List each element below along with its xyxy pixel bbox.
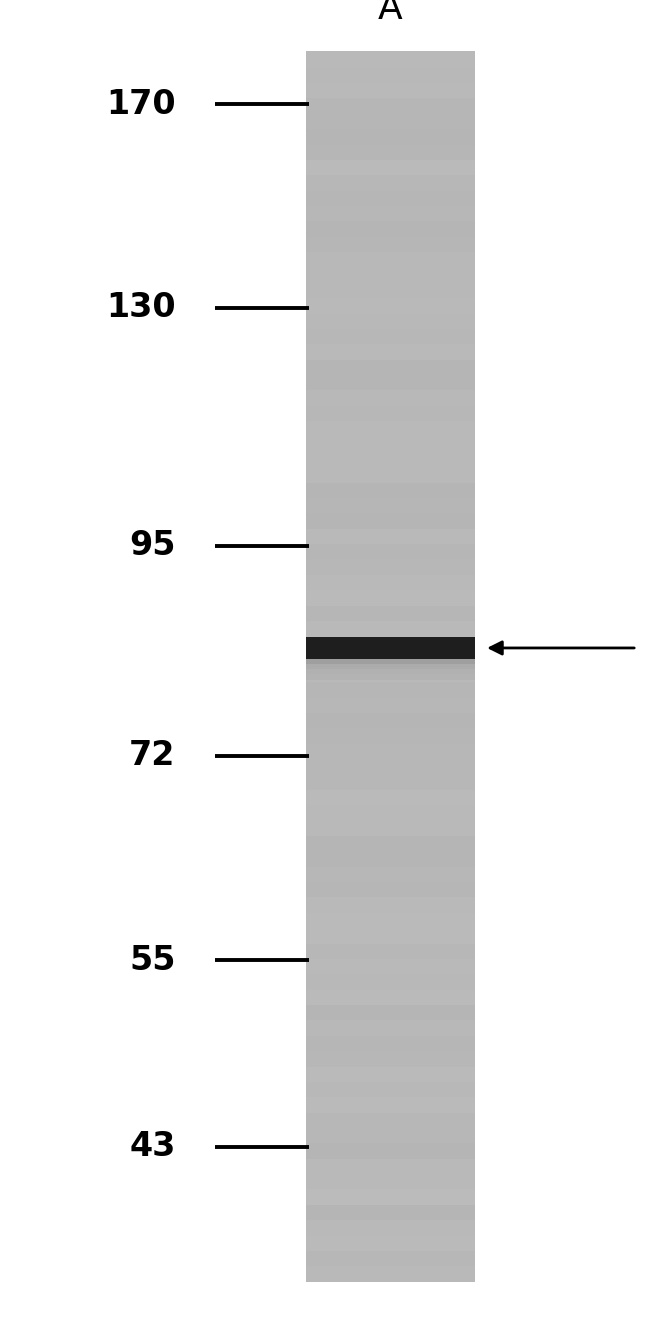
Bar xyxy=(306,659,474,664)
Bar xyxy=(306,1004,474,1020)
Bar xyxy=(306,66,474,83)
Bar xyxy=(306,159,474,175)
Bar xyxy=(306,1157,474,1174)
Bar xyxy=(306,958,474,974)
Bar xyxy=(306,558,474,575)
Bar xyxy=(306,973,474,990)
Bar xyxy=(306,912,474,929)
Bar xyxy=(306,774,474,790)
Bar xyxy=(306,281,474,298)
Bar xyxy=(306,1126,474,1143)
Bar xyxy=(306,1112,474,1128)
Bar xyxy=(306,988,474,1006)
Bar xyxy=(306,97,474,114)
Bar xyxy=(306,127,474,144)
Bar xyxy=(306,189,474,205)
Bar xyxy=(306,1049,474,1067)
Bar xyxy=(306,1081,474,1097)
Bar xyxy=(306,1035,474,1051)
Bar xyxy=(306,435,474,452)
Text: 72: 72 xyxy=(129,739,176,772)
Bar xyxy=(306,297,474,314)
Bar xyxy=(306,1219,474,1235)
Bar xyxy=(306,927,474,943)
Bar xyxy=(306,511,474,529)
Bar xyxy=(306,327,474,344)
Bar xyxy=(306,604,474,621)
Bar xyxy=(306,236,474,252)
Bar xyxy=(306,620,474,636)
Bar xyxy=(306,420,474,436)
Bar xyxy=(306,758,474,775)
Bar xyxy=(306,358,474,375)
Bar xyxy=(306,250,474,268)
Bar xyxy=(306,52,474,68)
Bar xyxy=(306,313,474,329)
Text: A: A xyxy=(378,0,402,26)
Bar xyxy=(306,1249,474,1267)
Bar xyxy=(306,881,474,897)
Bar xyxy=(306,674,474,680)
Bar xyxy=(306,697,474,713)
Bar xyxy=(306,896,474,913)
Bar xyxy=(306,851,474,867)
Bar xyxy=(306,1142,474,1158)
Bar xyxy=(306,497,474,513)
Bar xyxy=(306,204,474,221)
Bar xyxy=(306,220,474,237)
Bar xyxy=(306,481,474,498)
Bar xyxy=(306,574,474,590)
Bar xyxy=(306,1203,474,1220)
Bar xyxy=(306,942,474,959)
Text: 170: 170 xyxy=(106,87,176,121)
Bar xyxy=(306,404,474,421)
Bar xyxy=(306,527,474,545)
Bar xyxy=(306,819,474,836)
Bar xyxy=(306,343,474,359)
Bar xyxy=(306,1173,474,1190)
Bar xyxy=(306,712,474,729)
Bar xyxy=(306,174,474,191)
Bar xyxy=(306,374,474,391)
Bar xyxy=(306,1096,474,1113)
Bar xyxy=(306,1234,474,1251)
Text: 130: 130 xyxy=(106,292,176,325)
Bar xyxy=(306,588,474,606)
Bar xyxy=(306,651,474,666)
Bar xyxy=(306,113,474,129)
Bar xyxy=(306,82,474,98)
Bar xyxy=(306,637,474,659)
Bar xyxy=(306,804,474,820)
Bar xyxy=(306,266,474,282)
Bar xyxy=(306,1189,474,1204)
Bar xyxy=(306,665,474,682)
Bar xyxy=(306,727,474,743)
Bar xyxy=(306,543,474,559)
Bar xyxy=(306,1065,474,1083)
Bar xyxy=(306,865,474,882)
Bar xyxy=(306,681,474,698)
Bar xyxy=(306,1019,474,1036)
Text: 43: 43 xyxy=(129,1130,176,1163)
Text: 95: 95 xyxy=(129,529,176,562)
Text: 55: 55 xyxy=(129,943,176,977)
Bar xyxy=(306,788,474,806)
Bar xyxy=(306,664,474,669)
Bar xyxy=(306,835,474,852)
Bar xyxy=(306,143,474,160)
Bar xyxy=(306,669,474,674)
Bar xyxy=(306,466,474,482)
Bar xyxy=(306,53,474,1281)
Bar xyxy=(306,742,474,759)
Bar xyxy=(306,1265,474,1281)
Bar xyxy=(306,451,474,468)
Bar xyxy=(306,390,474,405)
Bar xyxy=(306,635,474,652)
